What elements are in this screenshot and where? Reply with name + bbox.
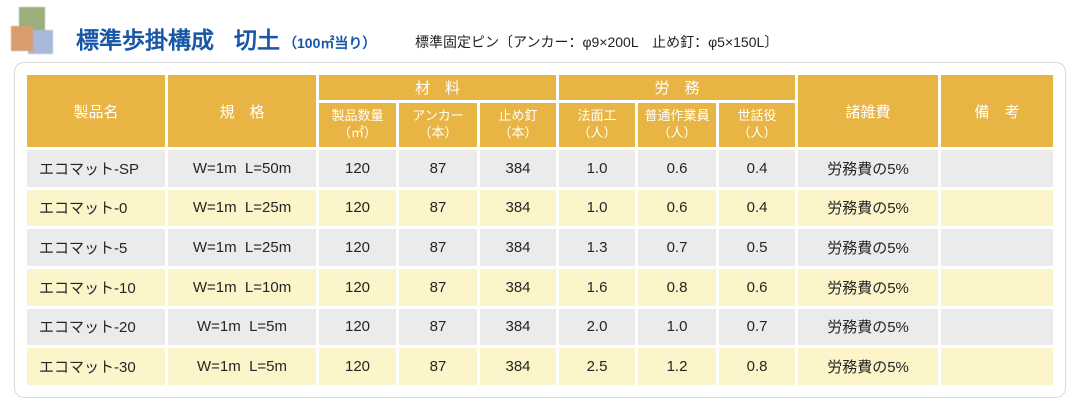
cell-nail: 384: [480, 150, 557, 187]
standard-labor-table: 製品名 規 格 材 料 労 務 諸雑費 備 考 製品数量 （㎡） アンカー （本…: [24, 72, 1056, 388]
cell-anchor: 87: [399, 150, 477, 187]
cell-slope-worker: 1.0: [559, 189, 636, 227]
cell-foreman: 0.4: [719, 189, 796, 227]
cell-remarks: [941, 308, 1053, 346]
cell-foreman: 0.7: [719, 308, 796, 346]
table-panel: 製品名 規 格 材 料 労 務 諸雑費 備 考 製品数量 （㎡） アンカー （本…: [14, 62, 1066, 398]
cell-anchor: 87: [399, 308, 477, 346]
cell-slope-worker: 1.3: [559, 229, 636, 266]
cell-foreman: 0.8: [719, 348, 796, 385]
page-title: 標準歩掛構成 切土 （100㎡当り）: [76, 21, 376, 55]
cell-common-worker: 1.2: [638, 348, 717, 385]
table-row: エコマット-10 W=1m L=10m 120 87 384 1.6 0.8 0…: [27, 268, 1053, 306]
title-main: 標準歩掛構成: [76, 27, 214, 53]
col-group-labor: 労 務: [559, 75, 796, 100]
cell-slope-worker: 2.0: [559, 308, 636, 346]
cell-nail: 384: [480, 189, 557, 227]
cell-quantity: 120: [319, 348, 396, 385]
page-header: 標準歩掛構成 切土 （100㎡当り） 標準固定ピン〔アンカー：φ9×200L 止め釘…: [0, 0, 1083, 62]
cell-common-worker: 0.8: [638, 268, 717, 306]
cell-product: エコマット-10: [27, 268, 165, 306]
table-row: エコマット-30 W=1m L=5m 120 87 384 2.5 1.2 0.…: [27, 348, 1053, 385]
table-row: エコマット-20 W=1m L=5m 120 87 384 2.0 1.0 0.…: [27, 308, 1053, 346]
cell-spec: W=1m L=5m: [168, 348, 316, 385]
cell-misc: 労務費の5%: [798, 268, 939, 306]
cell-spec: W=1m L=25m: [168, 189, 316, 227]
cell-anchor: 87: [399, 268, 477, 306]
cell-quantity: 120: [319, 189, 396, 227]
cell-spec: W=1m L=10m: [168, 268, 316, 306]
cell-quantity: 120: [319, 150, 396, 187]
cell-foreman: 0.4: [719, 150, 796, 187]
cell-slope-worker: 1.6: [559, 268, 636, 306]
col-group-materials: 材 料: [319, 75, 557, 100]
cell-spec: W=1m L=25m: [168, 229, 316, 266]
cell-anchor: 87: [399, 348, 477, 385]
cell-quantity: 120: [319, 308, 396, 346]
cell-common-worker: 0.7: [638, 229, 717, 266]
logo-square-orange-icon: [11, 26, 33, 51]
col-header-product: 製品名: [27, 75, 165, 147]
col-header-common-worker: 普通作業員 （人）: [638, 103, 717, 147]
cell-nail: 384: [480, 348, 557, 385]
cell-misc: 労務費の5%: [798, 150, 939, 187]
cell-misc: 労務費の5%: [798, 189, 939, 227]
cell-quantity: 120: [319, 229, 396, 266]
col-header-remarks: 備 考: [941, 75, 1053, 147]
table-row: エコマット-SP W=1m L=50m 120 87 384 1.0 0.6 0…: [27, 150, 1053, 187]
title-unit: （100㎡当り）: [283, 35, 377, 51]
cell-foreman: 0.6: [719, 268, 796, 306]
cell-nail: 384: [480, 229, 557, 266]
cell-nail: 384: [480, 268, 557, 306]
cell-product: エコマット-5: [27, 229, 165, 266]
table-row: エコマット-5 W=1m L=25m 120 87 384 1.3 0.7 0.…: [27, 229, 1053, 266]
cell-anchor: 87: [399, 189, 477, 227]
cell-quantity: 120: [319, 268, 396, 306]
cell-slope-worker: 2.5: [559, 348, 636, 385]
cell-common-worker: 0.6: [638, 189, 717, 227]
col-header-nail: 止め釘 （本）: [480, 103, 557, 147]
cell-foreman: 0.5: [719, 229, 796, 266]
cell-nail: 384: [480, 308, 557, 346]
logo: [10, 5, 58, 55]
cell-remarks: [941, 268, 1053, 306]
cell-spec: W=1m L=5m: [168, 308, 316, 346]
col-header-anchor: アンカー （本）: [399, 103, 477, 147]
table-row: エコマット-0 W=1m L=25m 120 87 384 1.0 0.6 0.…: [27, 189, 1053, 227]
title-sub: 切土: [234, 27, 280, 53]
cell-misc: 労務費の5%: [798, 308, 939, 346]
cell-product: エコマット-20: [27, 308, 165, 346]
cell-spec: W=1m L=50m: [168, 150, 316, 187]
cell-misc: 労務費の5%: [798, 348, 939, 385]
cell-product: エコマット-0: [27, 189, 165, 227]
col-header-slope-worker: 法面工 （人）: [559, 103, 636, 147]
pin-spec-note: 標準固定ピン〔アンカー：φ9×200L 止め釘：φ5×150L〕: [415, 34, 779, 50]
col-header-quantity: 製品数量 （㎡）: [319, 103, 396, 147]
cell-product: エコマット-SP: [27, 150, 165, 187]
cell-common-worker: 0.6: [638, 150, 717, 187]
col-header-misc: 諸雑費: [798, 75, 939, 147]
cell-product: エコマット-30: [27, 348, 165, 385]
cell-slope-worker: 1.0: [559, 150, 636, 187]
cell-remarks: [941, 189, 1053, 227]
col-header-spec: 規 格: [168, 75, 316, 147]
cell-anchor: 87: [399, 229, 477, 266]
cell-remarks: [941, 229, 1053, 266]
cell-common-worker: 1.0: [638, 308, 717, 346]
col-header-foreman: 世話役 （人）: [719, 103, 796, 147]
cell-remarks: [941, 150, 1053, 187]
cell-remarks: [941, 348, 1053, 385]
cell-misc: 労務費の5%: [798, 229, 939, 266]
